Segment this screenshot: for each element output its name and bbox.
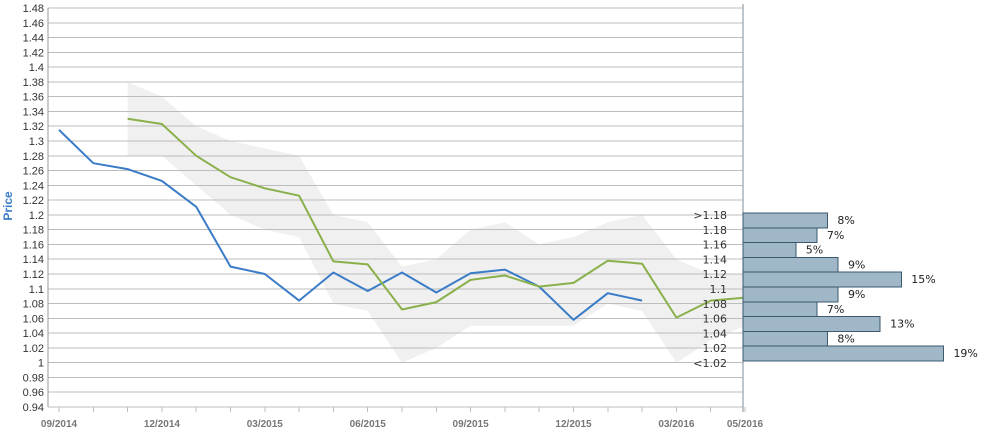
histogram-category-label: 1.12 [703,268,728,281]
histogram-bar [742,271,902,288]
histogram-bar [742,286,839,303]
y-tick-label: 1.44 [23,33,44,45]
y-tick-label: 0.94 [23,402,44,414]
histogram-category-label: 1.16 [703,239,728,252]
y-tick-label: 1.08 [23,299,44,311]
histogram-bar-label: 7% [827,303,844,316]
y-tick-label: 1.32 [23,121,44,133]
histogram-bar-label: 19% [953,347,977,360]
histogram-bar-label: 13% [890,318,914,331]
histogram-category-label: <1.02 [693,357,727,370]
histogram-bar [742,242,797,258]
histogram-bar [742,227,818,244]
histogram-bar-label: 8% [837,332,854,345]
y-tick-label: 1.34 [23,106,44,118]
grid-layer [47,4,744,412]
y-tick-label: 1.3 [29,136,44,148]
y-tick-label: 1.04 [23,328,44,340]
y-tick-label: 1.2 [29,210,44,222]
x-tick-label: 03/2015 [247,419,284,430]
y-tick-label: 1 [38,358,44,370]
y-tick-label: 1.24 [23,180,44,192]
histogram-bar [742,345,944,362]
y-tick-label: 1.22 [23,195,44,207]
histogram-bar [742,316,881,332]
y-tick-label: 1.14 [23,254,44,266]
x-tick-label: 12/2015 [555,419,592,430]
y-tick-label: 1.4 [29,62,44,74]
histogram-category-label: 1.14 [703,253,728,266]
histogram-bar-label: 9% [848,258,865,271]
histogram-category-label: 1.1 [710,283,728,296]
distribution-histogram: >1.18 1.18 1.161.14 1.12 1.1 1.08 1.061.04 1.02… [693,209,978,370]
y-tick-label: 1.26 [23,166,44,178]
y-tick-label: 1.1 [29,284,44,296]
histogram-category-label: >1.18 [693,209,727,222]
histogram-bar [742,256,839,273]
y-tick-label: 1.18 [23,225,44,237]
histogram-category-label: 1.08 [703,298,728,311]
y-tick-label: 1.06 [23,313,44,325]
histogram-bar-label: 9% [848,288,865,301]
y-tick-label: 0.96 [23,387,44,399]
histogram-bar-label: 8% [837,214,854,227]
y-tick-label: 1.02 [23,343,44,355]
y-tick-label: 1.38 [23,77,44,89]
histogram-category-label: 1.06 [703,313,728,326]
x-tick-label: 03/2016 [658,419,695,430]
histogram-category-label: 1.04 [703,327,728,340]
x-tick-label: 06/2015 [350,419,387,430]
histogram-bar-label: 15% [911,273,935,286]
histogram-category-label: 1.18 [703,224,728,237]
histogram-bar [742,330,828,347]
histogram-bar-label: 7% [827,229,844,242]
histogram-bar-label: 5% [806,244,823,257]
y-tick-label: 1.42 [23,47,44,59]
x-tick-label: 05/2016 [727,419,764,430]
series-lines [58,117,746,321]
x-tick-label: 09/2014 [41,419,78,430]
y-tick-label: 1.36 [23,92,44,104]
series-line-blue [58,129,643,321]
histogram-bar [742,212,828,229]
y-tick-label: 1.46 [23,18,44,30]
forecast-band-layer [127,81,746,363]
histogram-category-label: 1.02 [703,342,728,355]
histogram-bar [742,301,818,318]
y-tick-label: 1.16 [23,239,44,251]
forecast-range-band [127,81,746,363]
y-tick-label: 1.28 [23,151,44,163]
x-axis-ticks: 09/2014 12/2014 03/2015 06/2015 09/2015 12/20… [41,407,764,430]
y-axis-ticks: 0.94 0.96 0.98 1 1.02 1.04 1.06 1.08 1.1 1.12 1.14… [23,3,44,414]
series-line-green [127,117,746,319]
y-tick-label: 1.48 [23,3,44,15]
y-tick-label: 0.98 [23,372,44,384]
x-tick-label: 09/2015 [453,419,490,430]
y-axis-label: Price [1,191,15,221]
x-tick-label: 12/2014 [144,419,181,430]
y-tick-label: 1.12 [23,269,44,281]
